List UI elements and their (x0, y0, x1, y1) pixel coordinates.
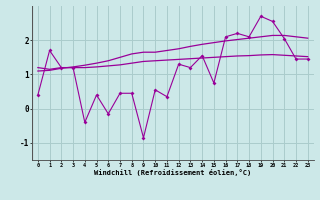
X-axis label: Windchill (Refroidissement éolien,°C): Windchill (Refroidissement éolien,°C) (94, 169, 252, 176)
